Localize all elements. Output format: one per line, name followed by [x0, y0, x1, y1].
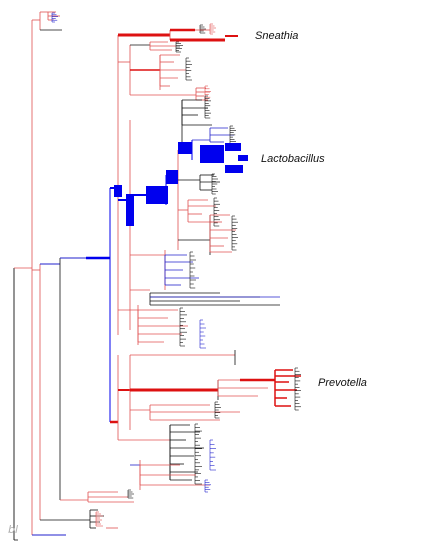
clade-label-sneathia: Sneathia — [255, 30, 299, 42]
tree-bold-segment-126 — [146, 186, 168, 204]
tree-bold-segment-123 — [126, 194, 134, 226]
clade-label-lactobacillus: Lactobacillus — [261, 153, 325, 165]
tree-bold-segment-132 — [200, 145, 224, 163]
tree-bold-segment-134 — [225, 165, 243, 173]
tree-bold-segment-128 — [166, 170, 178, 184]
tree-bold-segment-56 — [114, 185, 122, 197]
clade-label-prevotella: Prevotella — [318, 377, 367, 389]
corner-watermark: bl — [8, 523, 19, 536]
tree-bold-segment-133 — [225, 143, 241, 151]
tree-bold-segment-130 — [178, 142, 192, 154]
tree-branches — [13, 11, 301, 541]
tree-bold-segment-135 — [238, 155, 248, 161]
tree-bold-segments — [114, 142, 248, 226]
